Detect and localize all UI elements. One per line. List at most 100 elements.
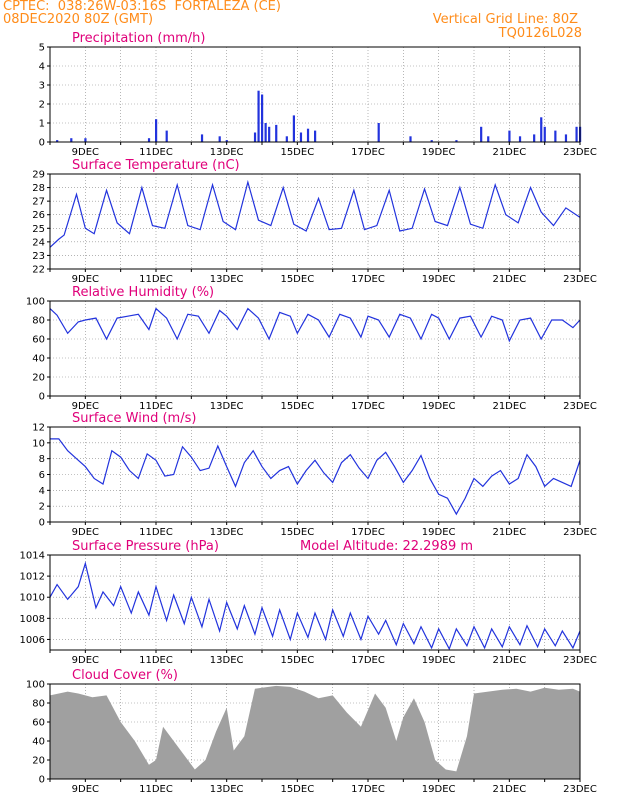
x-tick-label: 23DEC <box>563 147 597 158</box>
panel-title: Cloud Cover (%) <box>72 668 178 683</box>
panel-frame <box>49 683 581 780</box>
panel-0: 0 1 2 3 4 5 9DEC 11DEC 13DEC 15DEC 17DEC 19DEC 21DEC… <box>39 31 597 158</box>
header-datetime: 08DEC2020 80Z (GMT) <box>3 12 154 27</box>
y-tick-label: 0 <box>39 518 45 529</box>
x-tick-label: 23DEC <box>563 784 597 795</box>
precip-bar <box>533 134 536 142</box>
x-tick-label: 21DEC <box>492 655 526 666</box>
y-tick-label: 0 <box>39 392 45 403</box>
y-tick-label: 1014 <box>20 551 45 562</box>
series-line <box>49 179 581 248</box>
x-tick-label: 9DEC <box>72 147 99 158</box>
x-tick-label: 13DEC <box>210 147 244 158</box>
series-line <box>49 561 581 651</box>
precip-bar <box>257 90 260 142</box>
y-tick-label: 1012 <box>20 572 45 583</box>
x-tick-label: 21DEC <box>492 527 526 538</box>
y-tick-label: 4 <box>39 62 45 73</box>
precip-bar <box>200 134 204 142</box>
precip-bar <box>225 140 228 142</box>
y-tick-label: 27 <box>32 197 45 208</box>
y-tick-label: 1 <box>39 119 45 130</box>
y-tick-label: 2 <box>39 502 45 513</box>
x-tick-label: 17DEC <box>351 274 385 285</box>
panel-annotation: Model Altitude: 22.2989 m <box>300 539 473 554</box>
x-tick-label: 15DEC <box>280 527 314 538</box>
x-tick-label: 23DEC <box>563 655 597 666</box>
y-tick-label: 22 <box>32 265 45 276</box>
x-tick-label: 13DEC <box>210 655 244 666</box>
y-tick-label: 2 <box>39 100 45 111</box>
y-tick-label: 8 <box>39 454 45 465</box>
panel-title: Relative Humidity (%) <box>72 285 214 300</box>
y-tick-label: 28 <box>32 183 45 194</box>
precip-bar <box>147 138 151 142</box>
x-tick-label: 11DEC <box>139 401 173 412</box>
y-tick-label: 1010 <box>20 593 45 604</box>
x-tick-label: 13DEC <box>210 527 244 538</box>
x-tick-label: 11DEC <box>139 274 173 285</box>
precip-bar <box>508 130 511 142</box>
panel-title: Surface Pressure (hPa) <box>72 539 219 554</box>
precip-bar <box>377 123 380 142</box>
precip-bar <box>292 115 295 142</box>
y-tick-label: 60 <box>32 718 45 729</box>
header-run-id: TQ0126L028 <box>498 26 582 41</box>
cloud-cover-area <box>50 685 580 779</box>
y-tick-label: 0 <box>39 138 45 149</box>
panel-frame <box>49 46 581 143</box>
y-tick-label: 100 <box>26 297 45 308</box>
x-tick-label: 11DEC <box>139 784 173 795</box>
y-tick-label: 26 <box>32 210 45 221</box>
x-tick-label: 17DEC <box>351 527 385 538</box>
panel-4: 1006 1008 1010 1012 1014 9DEC 11DEC 13DEC 15DEC 1… <box>20 539 597 666</box>
y-tick-label: 3 <box>39 81 45 92</box>
x-tick-label: 17DEC <box>351 655 385 666</box>
x-tick-label: 11DEC <box>139 527 173 538</box>
y-tick-label: 6 <box>39 470 45 481</box>
precip-bar <box>165 130 168 142</box>
x-tick-label: 15DEC <box>280 655 314 666</box>
precip-bar <box>487 136 490 142</box>
precip-bar <box>253 132 257 142</box>
precip-bar <box>480 126 483 142</box>
x-tick-label: 13DEC <box>210 274 244 285</box>
precip-bar <box>56 140 59 142</box>
x-tick-label: 15DEC <box>280 401 314 412</box>
panel-5: 0 20 40 60 80 100 9DEC 11DEC 13DEC 15DEC 17DEC 19DE… <box>26 668 597 795</box>
panel-title: Surface Wind (m/s) <box>72 411 196 426</box>
header-grid-info: Vertical Grid Line: 80Z <box>432 12 578 27</box>
y-tick-label: 40 <box>32 737 45 748</box>
x-tick-label: 23DEC <box>563 401 597 412</box>
y-tick-label: 25 <box>32 224 45 235</box>
x-tick-label: 21DEC <box>492 401 526 412</box>
precip-bar <box>285 136 288 142</box>
precip-bar <box>540 117 543 142</box>
y-tick-label: 29 <box>32 170 45 181</box>
y-tick-label: 60 <box>32 335 45 346</box>
x-tick-label: 13DEC <box>210 401 244 412</box>
precip-bar <box>70 138 73 142</box>
x-tick-label: 11DEC <box>139 147 173 158</box>
y-tick-label: 80 <box>32 699 45 710</box>
y-tick-label: 24 <box>32 237 45 248</box>
y-tick-label: 20 <box>32 373 45 384</box>
panel-1: 22 23 24 25 26 27 28 29 9DEC 11DEC 13DEC 15DEC 17DEC… <box>32 158 597 285</box>
precip-bar <box>543 126 546 142</box>
y-tick-label: 80 <box>32 316 45 327</box>
precip-bar <box>306 128 310 142</box>
y-tick-label: 100 <box>26 680 45 691</box>
panel-2: 0 20 40 60 80 100 9DEC 11DEC 13DEC 15DEC 17DEC 19DE… <box>26 285 597 412</box>
y-tick-label: 23 <box>32 251 45 262</box>
x-tick-label: 9DEC <box>72 655 99 666</box>
x-tick-label: 19DEC <box>422 784 456 795</box>
y-tick-label: 20 <box>32 756 45 767</box>
y-tick-label: 10 <box>32 438 45 449</box>
x-tick-label: 11DEC <box>139 655 173 666</box>
precip-bar <box>155 119 158 142</box>
y-tick-label: 1006 <box>20 635 45 646</box>
series-line <box>50 438 581 516</box>
precip-bar <box>261 94 264 142</box>
precip-bar <box>314 130 317 142</box>
y-tick-label: 5 <box>39 43 45 54</box>
